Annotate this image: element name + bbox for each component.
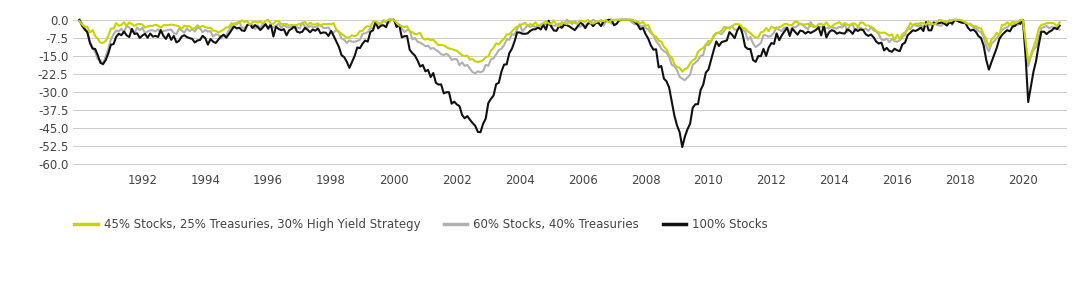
Legend: 45% Stocks, 25% Treasuries, 30% High Yield Strategy, 60% Stocks, 40% Treasuries,: 45% Stocks, 25% Treasuries, 30% High Yie… [69,213,773,236]
